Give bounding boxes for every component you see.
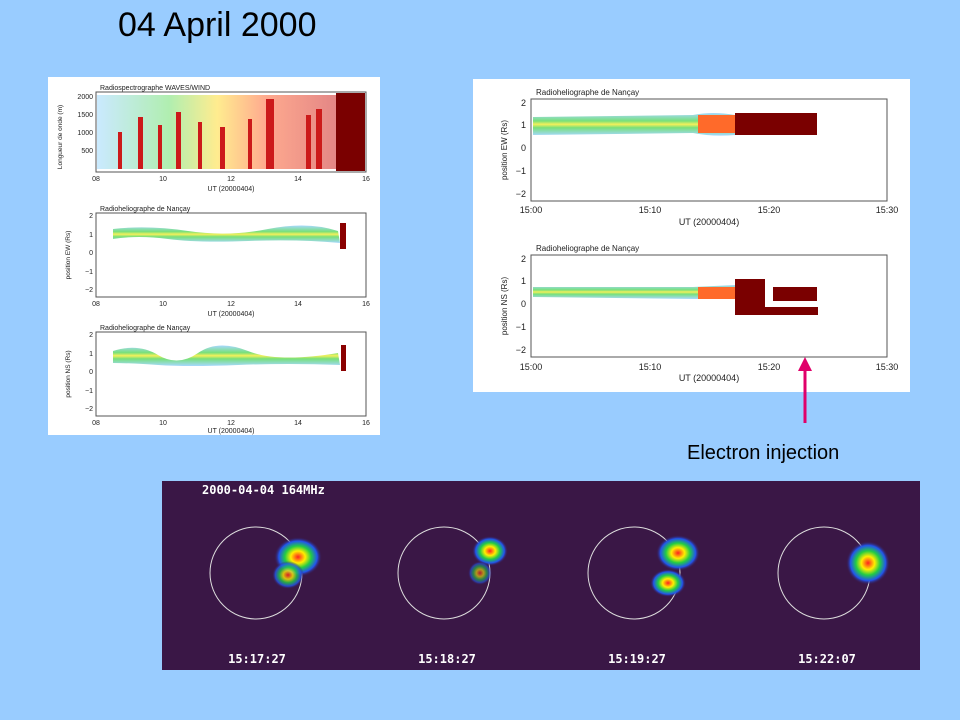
ew-zoom-ytick: 2 — [521, 98, 526, 108]
frame-image — [209, 526, 322, 620]
ns-long-xtick: 10 — [159, 420, 167, 427]
ew-zoom-xtick: 15:10 — [639, 205, 662, 215]
spectro-xtick: 16 — [362, 176, 370, 183]
ew-zoom-xtick: 15:00 — [520, 205, 543, 215]
spectro-ytick: 500 — [81, 148, 93, 155]
ew-long-ytick: −1 — [85, 269, 93, 276]
radio-image-strip: 2000-04-04 164MHz 15:17:27 15:18:27 — [162, 481, 920, 670]
ns-long-ytick: −1 — [85, 388, 93, 395]
left-plot-panel: Radiospectrographe WAVES/WIND Longueur d… — [48, 77, 380, 435]
ew-long-ylabel: position EW (Rs) — [65, 231, 72, 280]
ns-long-ylabel: position NS (Rs) — [65, 350, 72, 397]
spectro-ytick: 2000 — [77, 94, 93, 101]
frame-image — [777, 526, 890, 620]
ns-long-xlabel: UT (20000404) — [208, 428, 255, 435]
spectro-ytick: 1000 — [77, 130, 93, 137]
ew-long-xtick: 12 — [227, 301, 235, 308]
ns-zoom-xtick: 15:00 — [520, 362, 543, 372]
ns-zoom-xtick: 15:10 — [639, 362, 662, 372]
spectro-xlabel: UT (20000404) — [208, 186, 255, 193]
electron-injection-label: Electron injection — [687, 442, 840, 464]
ew-zoom-title: Radioheliographe de Nançay — [536, 88, 639, 97]
ns-zoom-ytick: 1 — [521, 276, 526, 286]
ns-zoom-xtick: 15:30 — [876, 362, 899, 372]
spectro-xtick: 14 — [294, 176, 302, 183]
ns-long-title: Radioheliographe de Nançay — [100, 325, 191, 332]
ns-long-ytick: 2 — [89, 332, 93, 339]
frame-timestamp: 15:19:27 — [608, 652, 666, 666]
ew-position-plot-long: Radioheliographe de Nançay position EW (… — [65, 206, 370, 318]
ew-long-ytick: 1 — [89, 232, 93, 239]
ew-long-title: Radioheliographe de Nançay — [100, 206, 191, 213]
frame-image — [587, 526, 700, 620]
ns-long-xtick: 08 — [92, 420, 100, 427]
radio-image-frame: 15:19:27 — [542, 481, 732, 670]
ns-zoom-ytick: −2 — [516, 345, 526, 355]
ew-long-xtick: 10 — [159, 301, 167, 308]
ew-long-xtick: 16 — [362, 301, 370, 308]
ns-long-xtick: 14 — [294, 420, 302, 427]
ns-long-xtick: 16 — [362, 420, 370, 427]
ns-zoom-ylabel: position NS (Rs) — [500, 277, 509, 336]
ew-long-xtick: 14 — [294, 301, 302, 308]
ew-zoom-ylabel: position EW (Rs) — [500, 120, 509, 180]
ns-zoom-title: Radioheliographe de Nançay — [536, 244, 639, 253]
ns-long-ytick: −2 — [85, 406, 93, 413]
ns-zoom-xtick: 15:20 — [758, 362, 781, 372]
ns-zoom-xlabel: UT (20000404) — [679, 373, 739, 383]
ns-position-plot-zoom: Radioheliographe de Nançay position NS (… — [500, 244, 898, 383]
ew-zoom-ytick: 1 — [521, 120, 526, 130]
ew-zoom-xlabel: UT (20000404) — [679, 217, 739, 227]
ew-zoom-ytick: −1 — [516, 166, 526, 176]
image-header: 2000-04-04 164MHz — [202, 483, 325, 497]
ew-zoom-ytick: −2 — [516, 189, 526, 199]
radio-image-frame: 15:17:27 — [162, 481, 352, 670]
frame-timestamp: 15:22:07 — [798, 652, 856, 666]
slide-title: 04 April 2000 — [118, 6, 317, 44]
ew-long-xtick: 08 — [92, 301, 100, 308]
ew-long-ytick: −2 — [85, 287, 93, 294]
right-plots-svg: Radioheliographe de Nançay position EW (… — [500, 88, 898, 383]
electron-injection-arrow — [798, 357, 812, 423]
ns-zoom-ytick: 0 — [521, 299, 526, 309]
left-plots-svg: Radiospectrographe WAVES/WIND Longueur d… — [57, 85, 370, 435]
radio-image-frame: 15:22:07 — [732, 481, 922, 670]
spectrogram-plot: Radiospectrographe WAVES/WIND Longueur d… — [57, 85, 370, 193]
spectro-xtick: 08 — [92, 176, 100, 183]
spectro-title: Radiospectrographe WAVES/WIND — [100, 85, 210, 92]
ew-position-plot-zoom: Radioheliographe de Nançay position EW (… — [500, 88, 898, 227]
frame-timestamp: 15:17:27 — [228, 652, 286, 666]
ew-zoom-xtick: 15:30 — [876, 205, 899, 215]
ew-long-ytick: 0 — [89, 250, 93, 257]
radio-image-frame: 15:18:27 — [352, 481, 542, 670]
ns-position-plot-long: Radioheliographe de Nançay position NS (… — [65, 325, 370, 435]
ns-zoom-ytick: 2 — [521, 254, 526, 264]
spectro-xtick: 10 — [159, 176, 167, 183]
frame-timestamp: 15:18:27 — [418, 652, 476, 666]
ns-long-ytick: 1 — [89, 351, 93, 358]
frame-image — [397, 526, 508, 620]
ns-long-ytick: 0 — [89, 369, 93, 376]
ns-long-xtick: 12 — [227, 420, 235, 427]
right-plot-panel: Radioheliographe de Nançay position EW (… — [473, 79, 910, 392]
spectro-ytick: 1500 — [77, 112, 93, 119]
ns-zoom-ytick: −1 — [516, 322, 526, 332]
spectro-ylabel: Longueur de onde (m) — [57, 105, 64, 169]
spectro-xtick: 12 — [227, 176, 235, 183]
ew-long-ytick: 2 — [89, 213, 93, 220]
ew-long-xlabel: UT (20000404) — [208, 311, 255, 318]
ew-zoom-xtick: 15:20 — [758, 205, 781, 215]
ew-zoom-ytick: 0 — [521, 143, 526, 153]
